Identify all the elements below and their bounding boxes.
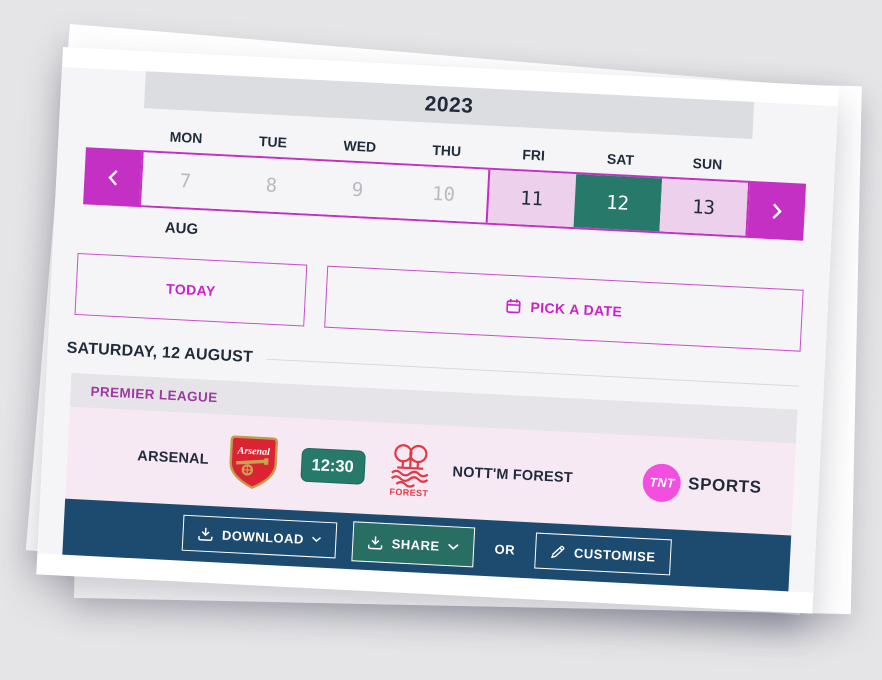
download-icon [198,527,214,541]
home-team-name: ARSENAL [136,448,210,468]
chevron-left-icon [107,169,118,186]
pick-a-date-label: PICK A DATE [530,298,623,320]
nottm-forest-crest-icon: FOREST [389,444,428,499]
date-number: 7 [179,169,192,193]
card-surface: 2023 MON TUE WED THU FRI SAT SUN 7 8 9 [37,66,838,593]
date-cell-9[interactable]: 9 [313,160,402,219]
day-name-fri: FRI [521,146,546,164]
or-label: OR [494,540,516,558]
date-number: 11 [519,186,544,210]
share-download-icon [368,535,383,550]
kickoff-time: 12:30 [311,455,355,476]
day-name-wed: WED [343,137,377,155]
today-button-label: TODAY [165,280,216,300]
arsenal-crest-icon: Arsenal [229,435,278,489]
date-cell-8[interactable]: 8 [227,156,316,214]
tnt-logo-icon: TNT [642,462,683,503]
download-button[interactable]: DOWNLOAD [182,514,338,559]
date-number: 9 [351,178,364,201]
chevron-right-icon [771,202,782,219]
forest-crest-text: FOREST [389,487,428,499]
tnt-logo-text: TNT [649,475,676,491]
calendar-buttons-row: TODAY PICK A DATE [74,253,804,352]
day-name-thu: THU [431,141,462,160]
arsenal-crest-text: Arsenal [236,445,270,458]
pick-a-date-button[interactable]: PICK A DATE [324,265,804,352]
tnt-sports-wordmark: SPORTS [687,474,763,497]
date-cell-7[interactable]: 7 [141,152,230,210]
customise-button-label: CUSTOMISE [573,545,656,565]
competition-label: PREMIER LEAGUE [90,383,218,405]
away-team-name: NOTT'M FOREST [452,464,574,487]
chevron-down-icon [312,536,322,543]
date-heading: SATURDAY, 12 AUGUST [66,339,254,366]
today-button[interactable]: TODAY [74,253,308,327]
date-cell-10[interactable]: 10 [399,165,488,223]
calendar-icon [506,298,521,314]
share-button[interactable]: SHARE [351,521,476,568]
fixtures-card: 2023 MON TUE WED THU FRI SAT SUN 7 8 9 [36,47,840,614]
day-name-tue: TUE [258,133,288,151]
month-label: AUG [164,219,199,239]
year-label: 2023 [424,91,474,118]
date-number: 8 [265,173,278,197]
date-cell-13[interactable]: 13 [659,178,748,236]
day-name-mon: MON [169,128,203,147]
date-strip: 7 8 9 10 11 12 13 [83,147,807,241]
date-number: 10 [431,182,456,206]
action-bar: DOWNLOAD SHARE OR CUSTOMISE [62,498,792,592]
kickoff-time-badge: 12:30 [299,447,366,485]
broadcaster-logo: TNT SPORTS [642,462,763,507]
download-button-label: DOWNLOAD [221,527,305,547]
date-number: 12 [605,191,630,215]
chevron-down-icon [448,543,460,550]
heading-divider [266,358,799,387]
day-name-sun: SUN [692,155,723,173]
date-cell-12-selected[interactable]: 12 [573,174,662,232]
customise-button[interactable]: CUSTOMISE [534,532,672,576]
next-week-button[interactable] [747,180,807,241]
date-number: 13 [691,195,716,219]
share-button-label: SHARE [391,535,441,554]
fixture-row: ARSENAL Arsenal 12:30 [65,406,796,536]
date-cell-11[interactable]: 11 [485,169,576,228]
pencil-icon [550,545,565,559]
day-name-sat: SAT [606,150,635,169]
prev-week-button[interactable] [83,147,142,208]
